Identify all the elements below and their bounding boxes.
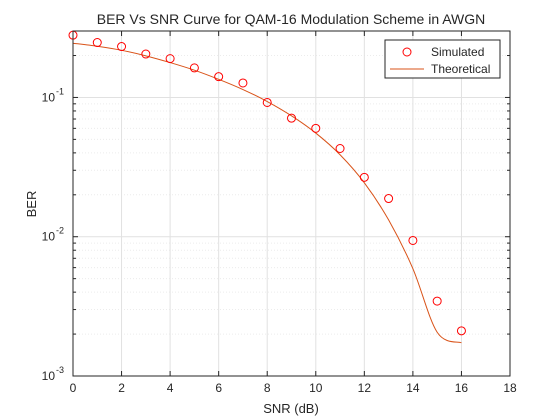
- simulated-point: [92, 38, 102, 48]
- major-grid: [73, 31, 510, 376]
- simulated-point: [384, 194, 394, 204]
- simulated-point: [456, 326, 466, 336]
- legend-theoretical-label: Theoretical: [431, 62, 490, 76]
- y-tick-label: 10: [42, 90, 56, 104]
- x-tick-label: 2: [118, 381, 125, 395]
- y-tick-exponent: -2: [56, 226, 64, 236]
- y-tick-label: 10: [42, 230, 56, 244]
- legend: Simulated Theoretical: [384, 39, 501, 79]
- x-tick-label: 4: [167, 381, 174, 395]
- simulated-point: [165, 54, 175, 64]
- simulated-point: [117, 42, 127, 52]
- x-axis-label: SNR (dB): [263, 401, 319, 416]
- simulated-point: [141, 49, 151, 59]
- x-tick-label: 16: [455, 381, 469, 395]
- simulated-point: [311, 123, 321, 133]
- simulated-point: [408, 235, 418, 245]
- simulated-point: [359, 172, 369, 182]
- x-axis-ticks: 0 2 4 6 8 10 12 14 16 18: [70, 31, 517, 395]
- simulated-point: [238, 78, 248, 88]
- y-tick-label: 10: [42, 369, 56, 383]
- legend-box: [384, 39, 501, 79]
- simulated-point: [432, 296, 442, 306]
- legend-simulated-label: Simulated: [431, 45, 484, 59]
- x-tick-label: 0: [70, 381, 77, 395]
- simulated-point: [214, 72, 224, 82]
- x-tick-label: 8: [264, 381, 271, 395]
- axes-box: [72, 30, 511, 377]
- simulated-point: [287, 113, 296, 123]
- series-layer: [68, 30, 466, 344]
- x-tick-label: 10: [309, 381, 323, 395]
- theoretical-curve: [72, 42, 462, 344]
- y-axis-label: BER: [24, 191, 39, 218]
- x-tick-label: 12: [358, 381, 372, 395]
- simulated-point: [262, 97, 272, 107]
- x-tick-label: 18: [503, 381, 517, 395]
- y-tick-exponent: -3: [56, 365, 64, 375]
- chart-title: BER Vs SNR Curve for QAM-16 Modulation S…: [97, 11, 486, 27]
- y-axis-ticks: 10-310-210-1: [42, 55, 510, 383]
- simulated-point: [189, 63, 199, 73]
- simulated-point: [335, 143, 345, 153]
- plot-area: [73, 31, 510, 376]
- legend-simulated-marker: [402, 47, 412, 57]
- x-tick-label: 14: [406, 381, 420, 395]
- y-tick-exponent: -1: [56, 86, 64, 96]
- x-tick-label: 6: [215, 381, 222, 395]
